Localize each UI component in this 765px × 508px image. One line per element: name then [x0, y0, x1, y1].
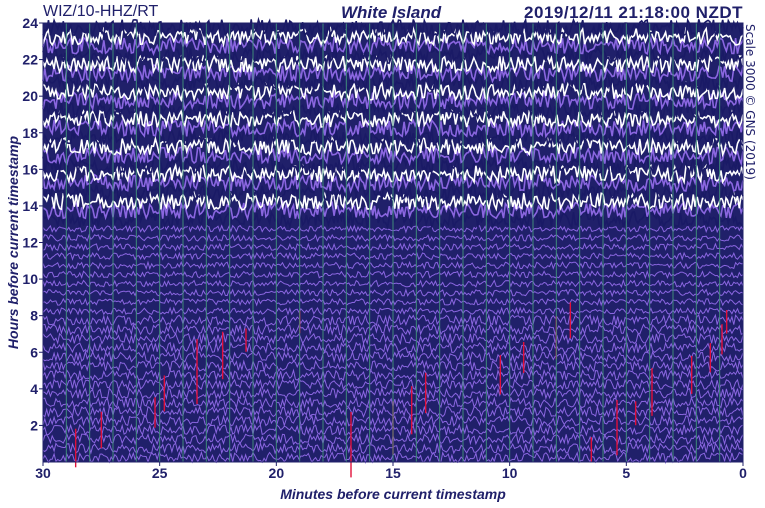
y-tick-label: 16: [22, 161, 38, 177]
x-tick-label: 25: [152, 465, 168, 481]
y-tick-label: 22: [22, 52, 38, 68]
gridlines: [65, 23, 721, 462]
y-tick-label: 10: [22, 271, 38, 287]
y-tick-label: 2: [30, 417, 38, 433]
y-axis-label: Hours before current timestamp: [5, 135, 21, 349]
station-label: WIZ/10-HHZ/RT: [43, 3, 159, 20]
chart-title: White Island: [341, 3, 442, 22]
y-tick-label: 8: [30, 308, 38, 324]
y-tick-label: 6: [30, 344, 38, 360]
x-tick-label: 5: [622, 465, 630, 481]
x-tick-label: 0: [739, 465, 747, 481]
y-tick-label: 24: [22, 15, 38, 31]
scale-credit: Scale 3000 © GNS (2019): [743, 24, 757, 180]
x-tick-label: 30: [35, 465, 51, 481]
y-tick-label: 12: [22, 235, 38, 251]
x-tick-label: 10: [502, 465, 518, 481]
y-tick-label: 20: [22, 88, 38, 104]
x-axis-label: Minutes before current timestamp: [280, 486, 506, 502]
y-tick-label: 4: [30, 381, 38, 397]
timestamp-label: 2019/12/11 21:18:00 NZDT: [524, 3, 743, 22]
y-tick-label: 14: [22, 198, 38, 214]
credit-text: Scale 3000 © GNS (2019): [743, 24, 757, 180]
x-axis: 30 25 20 15 10 5 0: [35, 462, 747, 481]
x-tick-label: 20: [269, 465, 285, 481]
x-tick-label: 15: [385, 465, 401, 481]
y-tick-label: 18: [22, 125, 38, 141]
